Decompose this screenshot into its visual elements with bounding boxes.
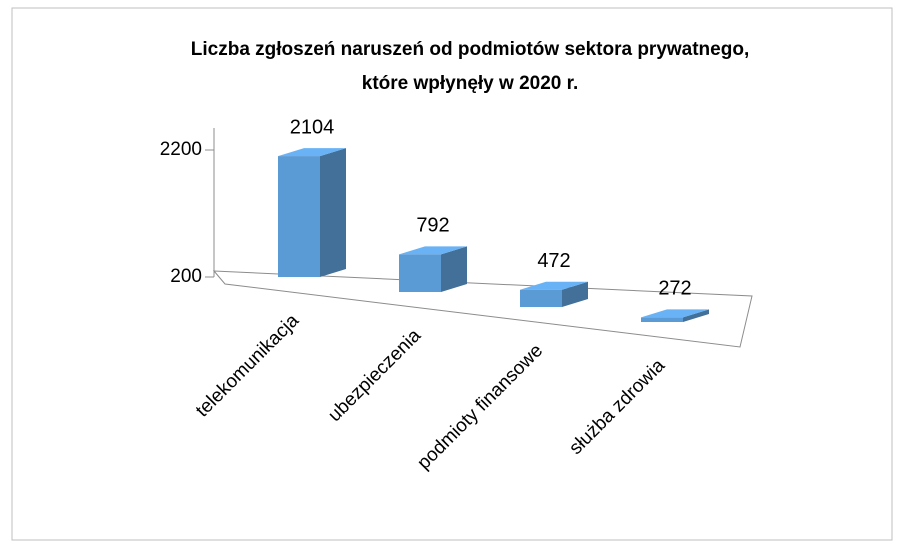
value-label: 2104 — [290, 116, 335, 138]
bar-side — [320, 148, 346, 277]
bar-front — [278, 156, 320, 277]
bar-top — [641, 309, 709, 318]
bar-side — [562, 281, 588, 307]
bar — [520, 281, 588, 307]
value-label: 272 — [658, 278, 691, 300]
bar — [278, 148, 346, 277]
bar-top — [520, 281, 588, 290]
bar — [399, 246, 467, 292]
bar-front — [399, 254, 441, 292]
bar-top — [278, 148, 346, 157]
y-tick-label: 200 — [170, 266, 202, 287]
bar — [641, 309, 709, 322]
bar-front — [520, 289, 562, 307]
bar-front — [641, 317, 683, 322]
bar-side — [683, 309, 709, 322]
y-tick-label: 2200 — [160, 139, 202, 160]
bar-top — [399, 246, 467, 255]
value-label: 472 — [537, 250, 570, 272]
bar-side — [441, 246, 467, 292]
chart-title: które wpłynęły w 2020 r. — [362, 73, 579, 94]
value-label: 792 — [416, 215, 449, 237]
chart-title: Liczba zgłoszeń naruszeń od podmiotów se… — [191, 39, 749, 60]
